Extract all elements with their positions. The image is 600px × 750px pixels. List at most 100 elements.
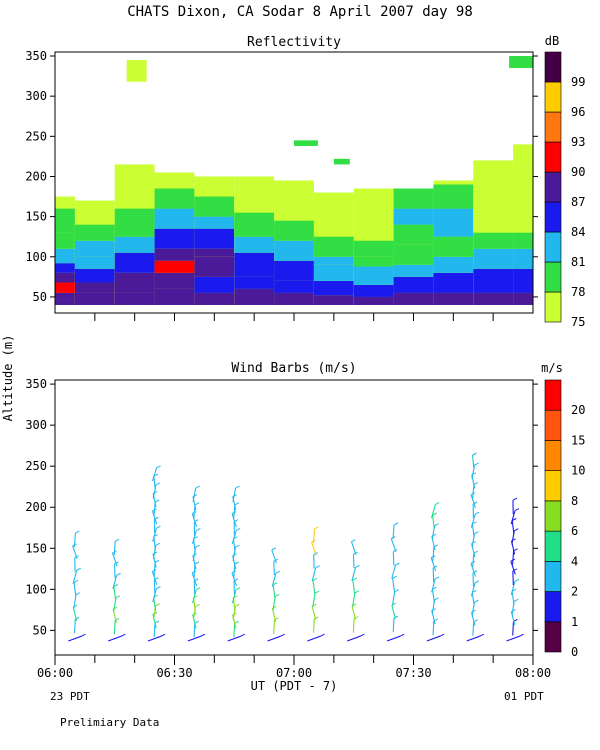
refl-cell	[473, 292, 514, 305]
wind-barb	[233, 623, 236, 638]
wind-barb-flag	[81, 633, 86, 637]
wind-barb	[351, 567, 357, 581]
wind-barb-flag	[355, 564, 360, 568]
wind-barb	[73, 594, 77, 609]
refl-cell	[433, 184, 474, 209]
colorbar-label: 96	[571, 105, 585, 119]
panel1-title: Reflectivity	[247, 35, 341, 50]
altitude-label: Altitude (m)	[1, 335, 15, 422]
wind-barb	[352, 592, 356, 607]
refl-cell	[154, 188, 195, 209]
wind-barb-flag	[434, 597, 439, 601]
wind-barb-flag	[196, 587, 201, 591]
refl-cell	[513, 232, 533, 249]
colorbar-swatch	[544, 379, 562, 411]
panel2-frame	[54, 379, 534, 656]
refl-cell	[274, 280, 314, 293]
refl-cell	[154, 260, 195, 273]
wind-barb-flag	[154, 620, 160, 624]
x-tick-label: 08:00	[515, 666, 551, 680]
wind-barb	[267, 635, 281, 642]
x-tick-label: 07:30	[395, 666, 431, 680]
wind-barb-flag	[194, 561, 200, 565]
refl-cell	[393, 264, 434, 277]
wind-barb	[391, 591, 396, 606]
wind-barb-flag	[471, 609, 476, 613]
refl-cell	[313, 295, 354, 305]
wind-barb-flag	[519, 633, 524, 637]
wind-barb	[506, 635, 520, 642]
refl-cell	[274, 240, 314, 261]
refl-cell	[353, 296, 394, 305]
refl-cell	[74, 240, 115, 257]
wind-barb-flag	[352, 577, 357, 581]
refl-cell	[274, 292, 314, 305]
wind-barb	[272, 584, 276, 599]
wind-barb-flag	[272, 582, 278, 586]
refl-cell	[154, 272, 195, 289]
refl-cell	[513, 248, 533, 269]
wind-barb-flag	[514, 508, 520, 512]
refl-cell	[114, 208, 155, 237]
refl-cell	[114, 272, 155, 293]
wind-barb-flag	[399, 633, 405, 637]
wind-barb-flag	[280, 633, 285, 637]
colorbar-label: 4	[571, 554, 578, 568]
colorbar-label: 2	[571, 585, 578, 599]
y-tick-label: 150	[25, 210, 47, 224]
refl-cell	[74, 256, 115, 269]
refl-cell	[234, 212, 275, 237]
y-tick-label: 200	[25, 500, 47, 514]
refl-cell	[74, 268, 115, 283]
wind-barb-flag	[271, 547, 277, 551]
wind-barb-flag	[435, 502, 440, 506]
wind-barb	[307, 635, 321, 642]
refl-cell	[433, 208, 474, 237]
colorbar-swatch	[544, 500, 562, 532]
wind-barb	[73, 582, 77, 597]
wind-barb	[231, 572, 238, 587]
wind-barb-flag	[156, 465, 161, 469]
wind-barb-flag	[113, 584, 118, 587]
wind-barb-flag	[75, 530, 80, 534]
refl-cell	[154, 288, 195, 305]
wind-barb	[392, 578, 396, 593]
refl-cell	[234, 276, 275, 289]
wind-barb	[272, 596, 276, 611]
wind-barb-flag	[234, 561, 239, 565]
wind-barb	[392, 618, 395, 633]
refl-cell	[55, 282, 75, 293]
wind-barbs-panel	[54, 379, 534, 656]
colorbar-swatch	[544, 470, 562, 502]
wind-barb-flag	[195, 485, 200, 489]
refl-patch	[509, 56, 533, 69]
wind-barb	[72, 570, 78, 584]
refl-cell	[55, 232, 75, 249]
wind-axis-ticks: 50 100 150 200 250 300 350 06:00 06:30 07:00 07:30…	[25, 377, 551, 680]
wind-barb	[152, 588, 157, 603]
refl-cell	[513, 292, 533, 305]
wind-barb-flag	[432, 586, 437, 590]
wind-barb-flag	[234, 620, 239, 624]
wind-barb-flag	[275, 570, 281, 574]
wind-barb	[432, 546, 435, 561]
refl-cell	[114, 292, 155, 305]
wind-barb	[386, 635, 401, 642]
refl-cell	[194, 216, 235, 229]
wind-barb-flag	[195, 603, 200, 607]
wind-barb	[471, 523, 475, 538]
wind-barb-flag	[115, 538, 120, 542]
wind-barb	[74, 619, 76, 634]
refl-patch	[126, 60, 147, 82]
wind-barb	[430, 557, 437, 572]
wind-barb	[510, 561, 516, 575]
wind-barb-flag	[156, 525, 161, 529]
wind-barb	[191, 572, 198, 587]
wind-barb-flag	[194, 502, 200, 506]
wind-barb	[152, 528, 158, 542]
wind-barb-flag	[513, 598, 519, 602]
footer-left: 23 PDT	[50, 690, 90, 703]
refl-cell	[194, 276, 235, 293]
wind-barb	[430, 504, 436, 519]
wind-barb	[192, 487, 197, 502]
